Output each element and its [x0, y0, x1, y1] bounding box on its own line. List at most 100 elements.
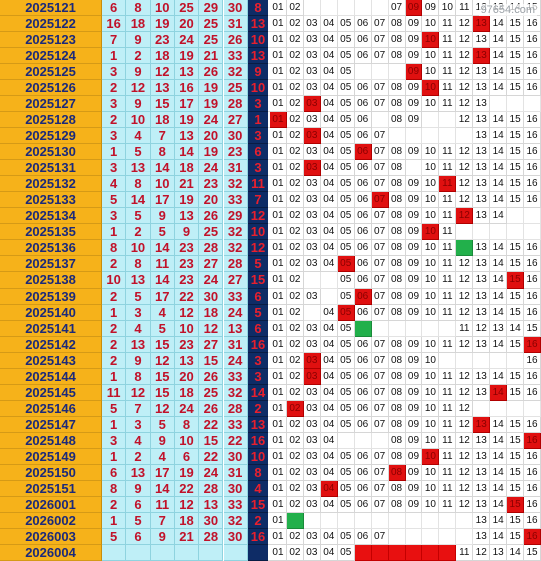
number-cell: 07 — [371, 224, 389, 241]
red-ball-cell: 29 — [223, 208, 248, 225]
number-cell: 11 — [439, 464, 457, 481]
number-cell: 01 — [270, 432, 287, 449]
number-cell: 14 — [490, 368, 508, 385]
red-ball-cell: 4 — [102, 176, 127, 193]
number-cell: 16 — [524, 384, 541, 401]
blue-hit-marker: 10 — [422, 448, 440, 465]
number-cell: 13 — [473, 192, 491, 209]
number-cell: 12 — [456, 480, 474, 497]
number-cell: 03 — [303, 448, 321, 465]
blue-ball-cell: 15 — [248, 272, 268, 289]
red-ball-cell: 28 — [223, 256, 248, 273]
number-cell: 15 — [507, 16, 525, 33]
number-cell: 02 — [286, 16, 304, 33]
red-ball-cell: 26 — [199, 64, 224, 81]
number-cell: 08 — [388, 80, 406, 97]
red-ball-cell: 16 — [102, 16, 127, 33]
red-ball-cell: 10 — [126, 240, 151, 257]
number-cell: 15 — [507, 448, 525, 465]
number-cell: 05 — [337, 192, 355, 209]
number-cell: 08 — [388, 256, 406, 273]
number-cell: 07 — [371, 240, 389, 257]
number-cell: 13 — [473, 288, 491, 305]
red-ball-cell: 2 — [102, 320, 127, 337]
empty-cell — [507, 352, 525, 369]
empty-cell — [473, 352, 491, 369]
number-cell: 02 — [286, 176, 304, 193]
number-cell: 15 — [507, 192, 525, 209]
number-cell: 13 — [473, 336, 491, 353]
red-ball-cell: 9 — [126, 32, 151, 49]
number-cell: 03 — [303, 144, 321, 161]
number-cell: 15 — [507, 512, 525, 529]
number-cell: 13 — [473, 176, 491, 193]
red-ball-cell: 3 — [102, 160, 127, 177]
number-cell: 07 — [371, 208, 389, 225]
red-ball-cell: 24 — [223, 352, 248, 369]
number-cell: 10 — [422, 192, 440, 209]
number-cell: 06 — [354, 176, 372, 193]
number-cell: 03 — [303, 416, 321, 433]
red-ball-cell: 12 — [150, 400, 175, 417]
number-cell: 04 — [320, 160, 338, 177]
red-ball-cell: 30 — [223, 448, 248, 465]
column-gap — [268, 64, 270, 81]
number-cell: 06 — [354, 256, 372, 273]
number-cell: 03 — [303, 32, 321, 49]
green-marker — [354, 320, 372, 337]
number-cell: 07 — [371, 288, 389, 305]
number-cell: 08 — [388, 32, 406, 49]
red-ball-cell — [199, 544, 224, 561]
number-cell: 13 — [473, 112, 491, 129]
empty-cell — [439, 320, 457, 337]
number-cell: 11 — [456, 320, 474, 337]
number-cell: 02 — [286, 192, 304, 209]
number-cell: 15 — [507, 32, 525, 49]
number-cell: 06 — [354, 224, 372, 241]
red-ball-cell: 3 — [126, 304, 151, 321]
blue-hit-marker: 15 — [507, 272, 525, 289]
number-cell: 06 — [354, 400, 372, 417]
empty-cell — [337, 432, 355, 449]
red-ball-cell: 2 — [102, 256, 127, 273]
red-ball-cell: 15 — [150, 96, 175, 113]
number-cell: 03 — [303, 288, 321, 305]
red-ball-cell: 30 — [199, 512, 224, 529]
empty-cell — [490, 224, 508, 241]
number-cell: 02 — [286, 496, 304, 513]
number-cell: 15 — [507, 144, 525, 161]
number-cell: 02 — [286, 160, 304, 177]
number-cell: 10 — [422, 384, 440, 401]
number-cell: 09 — [405, 208, 423, 225]
number-cell: 05 — [337, 336, 355, 353]
column-gap — [268, 400, 270, 417]
empty-cell — [490, 400, 508, 417]
red-ball-cell: 24 — [199, 464, 224, 481]
number-cell: 05 — [337, 208, 355, 225]
number-cell: 05 — [337, 32, 355, 49]
number-cell: 02 — [286, 224, 304, 241]
red-ball-cell: 3 — [102, 64, 127, 81]
empty-cell — [320, 0, 338, 17]
red-ball-cell: 27 — [223, 272, 248, 289]
blue-ball-cell: 3 — [248, 160, 268, 177]
red-ball-cell: 17 — [150, 192, 175, 209]
number-cell: 13 — [473, 272, 491, 289]
number-cell: 09 — [405, 448, 423, 465]
number-cell: 16 — [524, 128, 541, 145]
red-ball-cell: 2 — [126, 448, 151, 465]
column-gap — [268, 128, 270, 145]
red-ball-cell: 25 — [174, 0, 200, 17]
number-cell: 07 — [371, 384, 389, 401]
red-ball-cell: 24 — [199, 160, 224, 177]
red-ball-cell: 23 — [174, 256, 200, 273]
red-ball-cell: 5 — [126, 144, 151, 161]
number-cell: 10 — [422, 464, 440, 481]
blue-hit-marker: 13 — [473, 48, 491, 65]
number-cell: 06 — [354, 16, 372, 33]
number-cell: 09 — [405, 192, 423, 209]
number-cell: 14 — [490, 192, 508, 209]
empty-cell — [473, 400, 491, 417]
red-ball-cell: 24 — [199, 272, 224, 289]
number-cell: 12 — [456, 64, 474, 81]
